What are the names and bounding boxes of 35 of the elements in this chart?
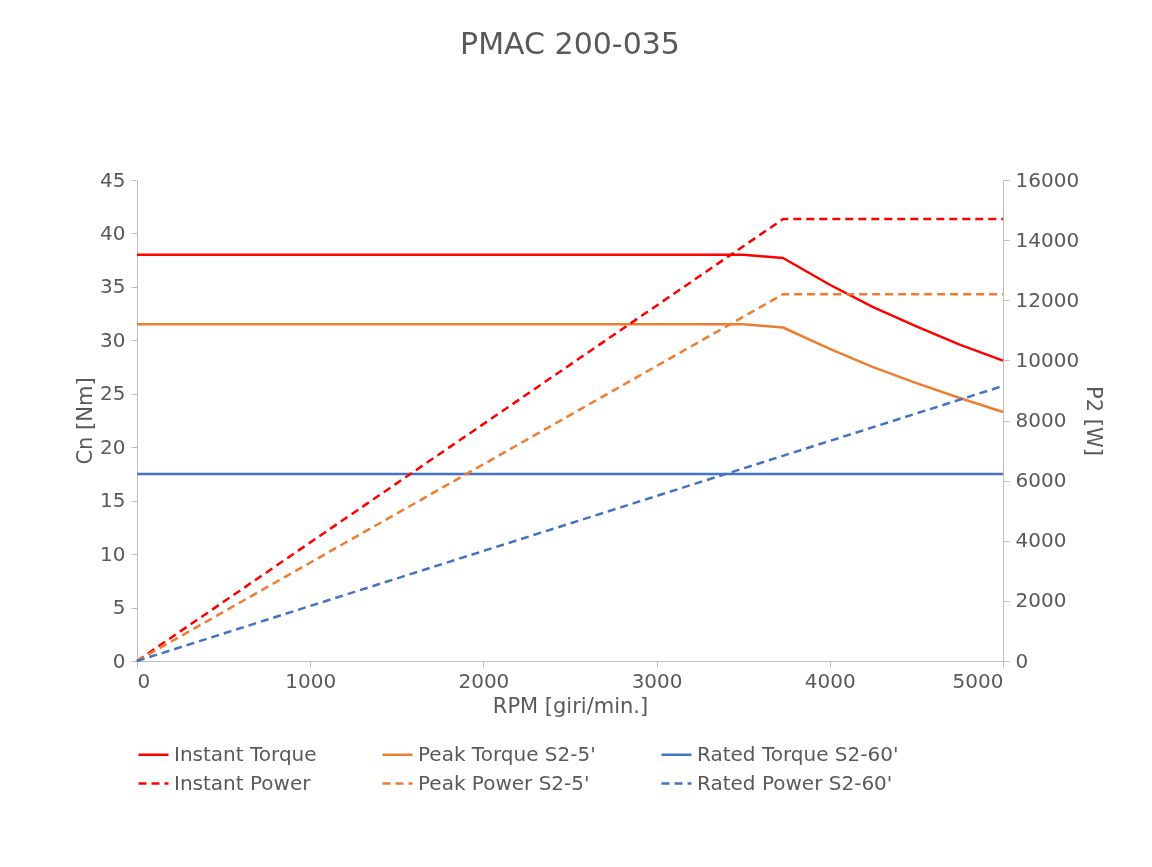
legend-label: Peak Power S2-5'	[418, 770, 590, 795]
y-tick-label: 45	[100, 167, 126, 192]
legend-label: Rated Power S2-60'	[697, 770, 893, 795]
x-tick-label: 0	[137, 668, 151, 693]
y2-tick-label: 14000	[1015, 227, 1080, 252]
y2-axis-title: P2 [W]	[1082, 386, 1107, 456]
y-tick-label: 20	[100, 434, 126, 459]
y-axis-title: Cn [Nm]	[73, 377, 98, 465]
y2-tick-label: 0	[1015, 648, 1029, 673]
legend-label: Instant Torque	[174, 741, 317, 766]
legend-label: Instant Power	[174, 770, 312, 795]
x-tick-label: 1000	[285, 668, 337, 693]
x-tick-label: 2000	[458, 668, 510, 693]
y-tick-label: 25	[100, 381, 126, 406]
x-axis-title: RPM [giri/min.]	[492, 693, 649, 718]
y2-tick-label: 4000	[1015, 528, 1067, 553]
y-tick-label: 15	[100, 488, 126, 513]
y2-tick-label: 8000	[1015, 408, 1067, 432]
legend-label: Peak Torque S2-5'	[418, 741, 596, 766]
x-tick-label: 5000	[952, 668, 1004, 693]
y-tick-label: 40	[100, 220, 126, 245]
y2-tick-label: 2000	[1015, 588, 1067, 613]
y2-tick-label: 16000	[1015, 167, 1080, 192]
y-tick-label: 10	[100, 541, 126, 566]
chart-title: PMAC 200-035	[460, 26, 680, 61]
y-tick-label: 5	[112, 595, 126, 620]
x-tick-label: 4000	[804, 668, 856, 693]
y-tick-label: 0	[112, 648, 126, 673]
y-tick-label: 30	[100, 327, 126, 352]
y2-tick-label: 12000	[1015, 287, 1080, 312]
y-tick-label: 35	[100, 274, 126, 299]
y2-tick-label: 6000	[1015, 468, 1067, 493]
x-tick-label: 3000	[631, 668, 683, 693]
y2-tick-label: 10000	[1015, 347, 1080, 372]
legend-label: Rated Torque S2-60'	[697, 741, 899, 766]
